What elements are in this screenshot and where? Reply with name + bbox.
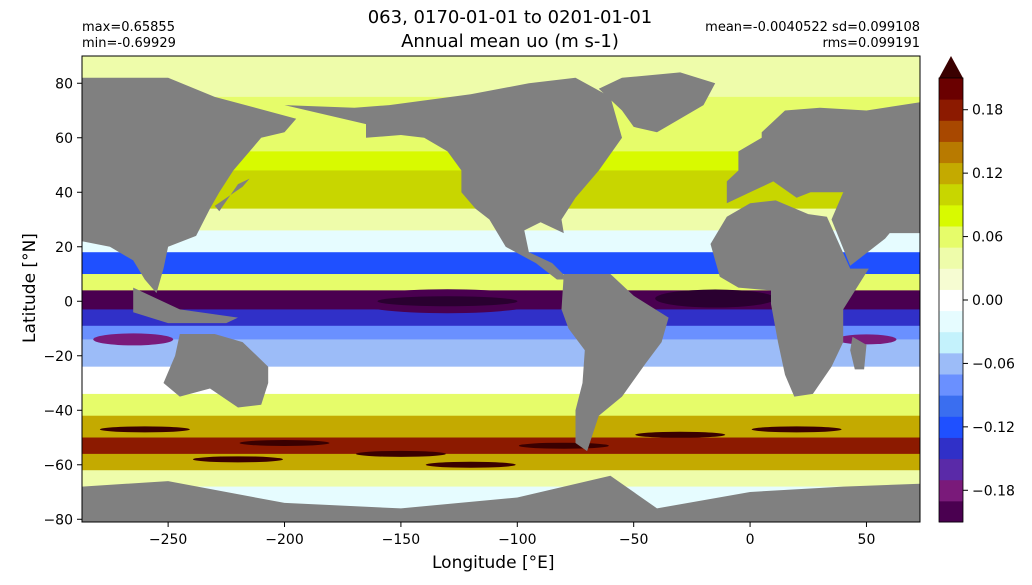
velocity-band: [82, 437, 920, 455]
indian-ocean-jet: [93, 333, 174, 346]
acc-streak: [239, 439, 330, 446]
colorbar-segment: [939, 247, 963, 269]
atlantic-equatorial-jet: [655, 289, 776, 308]
colorbar-segment: [939, 141, 963, 164]
velocity-band: [82, 274, 920, 291]
velocity-band: [82, 415, 920, 439]
x-tick-label: −150: [382, 532, 420, 548]
colorbar-segment: [939, 310, 963, 333]
north-america-land: [284, 77, 622, 280]
chart-title-line2: Annual mean uo (m s-1): [401, 31, 619, 52]
colorbar-segment: [939, 204, 963, 227]
chart-title-line1: 063, 0170-01-01 to 0201-01-01: [367, 7, 653, 28]
colorbar-tick-label: 0.06: [972, 230, 1003, 246]
y-tick-label: 0: [64, 294, 73, 310]
colorbar-segment: [939, 437, 963, 460]
x-axis-label: Longitude [°E]: [432, 553, 555, 573]
velocity-band: [82, 230, 920, 253]
japan-land: [214, 178, 250, 212]
plot-frame: [81, 55, 921, 523]
antarctica-land: [82, 475, 920, 522]
acc-streak: [192, 456, 283, 463]
velocity-band: [82, 453, 920, 471]
colorbar-tick-label: −0.12: [972, 420, 1015, 436]
colorbar-segment: [939, 500, 963, 523]
x-tick-label: 0: [746, 532, 755, 548]
y-tick-label: 60: [55, 131, 73, 147]
x-tick-label: −250: [149, 532, 187, 548]
acc-streak: [355, 450, 446, 457]
indian-ocean-jet-east: [836, 334, 897, 345]
y-tick-label: 40: [55, 185, 73, 201]
axes: −250 −200 −150 −100 −50 0 50 80 60 40 20 0 −20 −40 −60…: [43, 55, 921, 548]
colorbar-segment: [939, 183, 963, 206]
colorbar: 0.18 0.12 0.06 0.00 −0.06 −0.12 −0.18: [938, 56, 1015, 523]
colorbar-tick-label: −0.06: [972, 356, 1015, 372]
velocity-band: [82, 309, 920, 327]
colorbar-tick-label: −0.18: [972, 483, 1015, 499]
stat-max: max=0.65855: [82, 20, 175, 35]
madagascar-land: [850, 336, 867, 370]
acc-streak: [99, 426, 190, 433]
greenland-land: [598, 72, 716, 133]
indonesia-land: [133, 287, 238, 324]
east-asia-land: [82, 77, 297, 294]
colorbar-segment: [939, 395, 963, 417]
acc-streak: [751, 426, 842, 433]
colorbar-segment: [939, 289, 963, 312]
colorbar-segment: [939, 268, 963, 290]
stat-rms: rms=0.099191: [822, 36, 920, 51]
velocity-band: [82, 393, 920, 417]
australia-land: [163, 334, 269, 408]
colorbar-tick-label: 0.00: [972, 293, 1003, 309]
arabia-asia-land: [831, 192, 920, 266]
colorbar-segment: [939, 78, 963, 100]
y-tick-label: −20: [43, 349, 73, 365]
colorbar-tick-label: 0.18: [972, 103, 1003, 119]
stat-mean-sd: mean=-0.0040522 sd=0.099108: [705, 20, 920, 35]
y-axis-label: Latitude [°N]: [20, 233, 40, 343]
colorbar-segment: [939, 479, 963, 502]
colorbar-tick-label: 0.12: [972, 166, 1003, 182]
y-tick-label: −40: [43, 403, 73, 419]
velocity-band: [82, 325, 920, 340]
stat-min: min=-0.69929: [82, 36, 176, 51]
colorbar-extend-top: [939, 56, 963, 78]
acc-streak: [635, 431, 726, 438]
x-tick-label: 50: [858, 532, 876, 548]
colorbar-segment: [939, 226, 963, 248]
y-tick-label: −80: [43, 512, 73, 528]
colorbar-segment: [939, 99, 963, 121]
map-field: [82, 56, 920, 522]
x-tick-label: −200: [265, 532, 303, 548]
acc-streak: [518, 442, 609, 449]
colorbar-segment: [939, 352, 963, 375]
europe-land: [726, 102, 920, 204]
x-tick-label: −50: [619, 532, 649, 548]
colorbar-segment: [939, 162, 963, 185]
y-tick-label: −60: [43, 458, 73, 474]
y-tick-label: 80: [55, 76, 73, 92]
y-tick-label: 20: [55, 240, 73, 256]
x-tick-label: −100: [498, 532, 536, 548]
velocity-band: [82, 252, 920, 275]
colorbar-segment: [939, 331, 963, 354]
pacific-jet-core: [377, 296, 518, 307]
colorbar-segment: [939, 374, 963, 396]
south-america-land: [561, 274, 669, 452]
colorbar-segment: [939, 120, 963, 142]
acc-streak: [425, 461, 516, 468]
colorbar-segment: [939, 458, 963, 481]
velocity-band: [82, 470, 920, 488]
colorbar-segment: [939, 416, 963, 438]
africa-land: [710, 200, 869, 397]
